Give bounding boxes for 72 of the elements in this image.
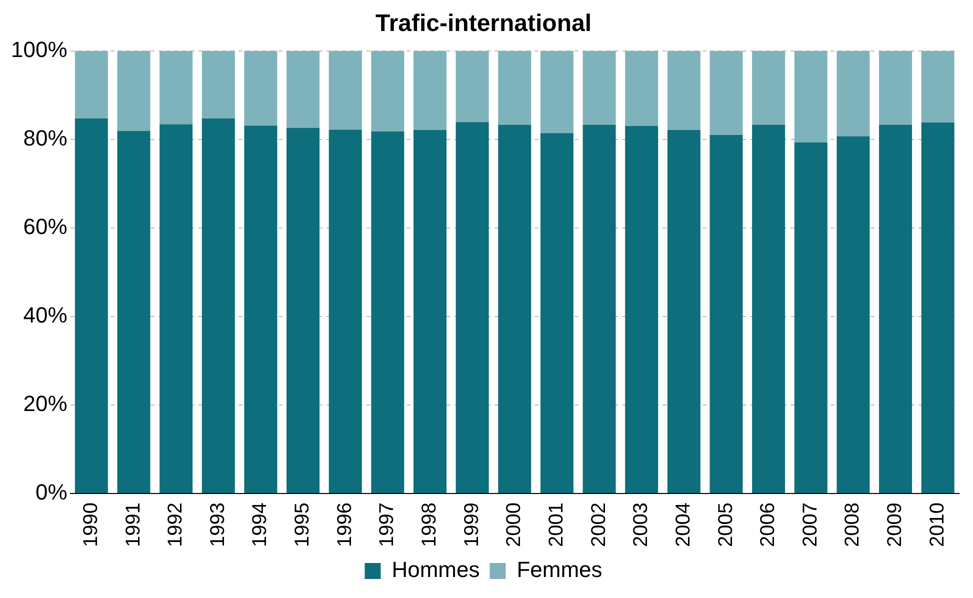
bar bbox=[117, 130, 150, 494]
bar bbox=[74, 50, 108, 119]
bar bbox=[160, 124, 193, 494]
bar bbox=[710, 134, 743, 494]
x-tick-label: 2008 bbox=[842, 502, 864, 548]
x-tick-label: 1993 bbox=[206, 502, 229, 548]
chart-title: Trafic-international bbox=[375, 10, 592, 38]
x-tick-label: 2006 bbox=[757, 502, 780, 548]
bar bbox=[371, 131, 404, 494]
bar bbox=[498, 50, 532, 125]
bar bbox=[710, 50, 743, 135]
legend-label: Femmes bbox=[516, 557, 602, 582]
y-tick-label: 100% bbox=[10, 36, 68, 62]
bar bbox=[456, 122, 489, 494]
x-tick-label: 2003 bbox=[630, 502, 652, 548]
bar bbox=[794, 142, 828, 494]
x-tick-label: 1991 bbox=[122, 502, 144, 548]
x-tick-label: 2001 bbox=[545, 502, 568, 548]
x-tick-label: 1990 bbox=[80, 502, 102, 548]
legend-label: Hommes bbox=[392, 557, 480, 582]
bar bbox=[202, 50, 235, 119]
bar bbox=[582, 50, 616, 125]
bar bbox=[456, 50, 489, 122]
bar bbox=[328, 130, 362, 494]
bar bbox=[752, 50, 786, 125]
bar bbox=[625, 50, 658, 126]
y-tick-label: 20% bbox=[23, 391, 68, 416]
x-tick-label: 2005 bbox=[714, 502, 737, 548]
x-tick-label: 1992 bbox=[164, 502, 187, 548]
x-tick-label: 1998 bbox=[418, 502, 441, 548]
bar bbox=[244, 126, 278, 494]
x-tick-label: 2004 bbox=[672, 502, 694, 548]
bar bbox=[160, 50, 193, 124]
x-tick-label: 2010 bbox=[926, 502, 948, 548]
bar bbox=[540, 50, 574, 134]
bar bbox=[794, 50, 828, 142]
x-tick-label: 2002 bbox=[588, 502, 610, 548]
bar bbox=[413, 50, 446, 130]
bar bbox=[202, 118, 235, 494]
y-tick-label: 80% bbox=[23, 125, 68, 150]
bar bbox=[836, 50, 870, 136]
bar bbox=[625, 126, 658, 494]
bar bbox=[498, 124, 532, 494]
y-tick-label: 40% bbox=[23, 302, 68, 328]
bar bbox=[371, 50, 404, 132]
x-tick-label: 1996 bbox=[334, 502, 356, 548]
bar bbox=[286, 128, 320, 494]
x-tick-label: 2009 bbox=[884, 502, 906, 548]
bar bbox=[244, 50, 278, 126]
bar bbox=[921, 50, 954, 123]
x-tick-label: 1994 bbox=[249, 502, 272, 548]
bar bbox=[667, 50, 700, 130]
bar bbox=[328, 50, 362, 130]
bar bbox=[752, 124, 786, 494]
bar bbox=[836, 136, 870, 494]
y-tick-label: 60% bbox=[23, 214, 68, 239]
bar bbox=[582, 124, 616, 494]
bar bbox=[667, 130, 700, 494]
x-tick-label: 2007 bbox=[799, 502, 822, 548]
x-tick-label: 1995 bbox=[292, 502, 314, 548]
y-tick-label: 0% bbox=[35, 480, 68, 505]
bar bbox=[921, 122, 954, 494]
bar bbox=[540, 133, 574, 494]
bar bbox=[879, 124, 912, 494]
x-tick-label: 2000 bbox=[503, 502, 526, 548]
x-tick-label: 1999 bbox=[460, 502, 483, 548]
bar bbox=[74, 118, 108, 494]
x-tick-label: 1997 bbox=[376, 502, 398, 548]
bar bbox=[413, 130, 446, 494]
bar bbox=[117, 50, 150, 131]
bar bbox=[879, 50, 912, 125]
bar bbox=[286, 50, 320, 128]
